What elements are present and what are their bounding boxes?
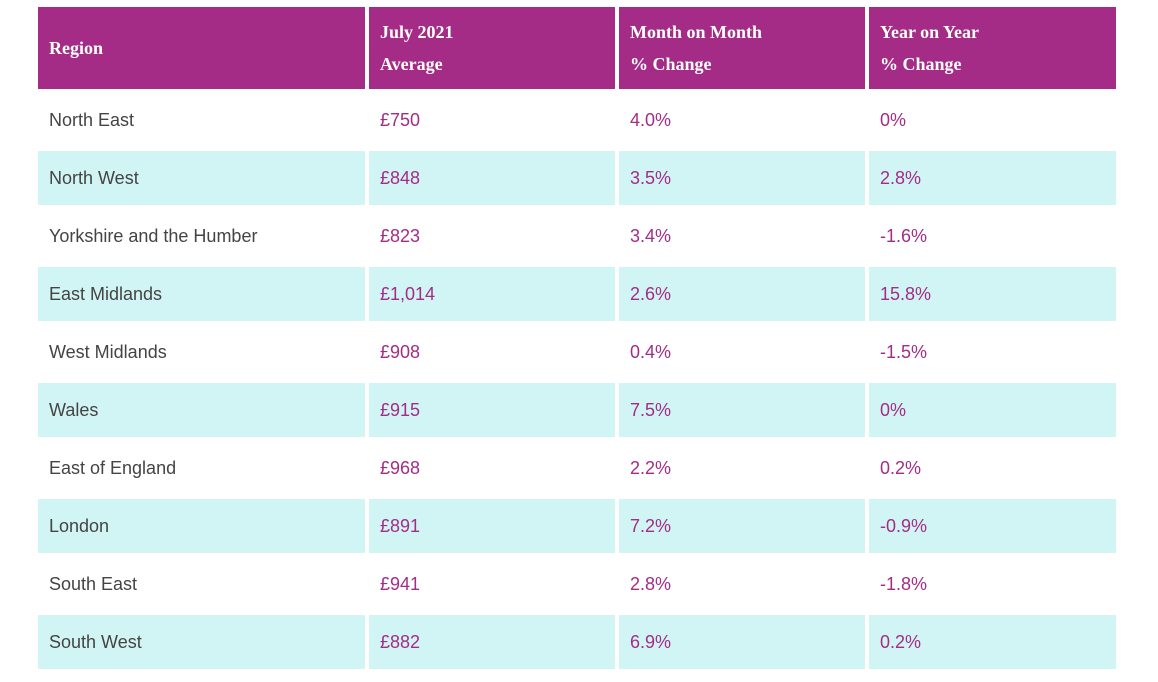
region-cell: South East: [38, 557, 365, 611]
table-row: Wales £915 7.5% 0%: [38, 383, 1116, 437]
table-row: North West £848 3.5% 2.8%: [38, 151, 1116, 205]
average-cell: £941: [369, 557, 615, 611]
table-row: South East £941 2.8% -1.8%: [38, 557, 1116, 611]
yoy-cell: -1.6%: [869, 209, 1116, 263]
mom-cell: 3.5%: [619, 151, 865, 205]
mom-cell: 0.4%: [619, 325, 865, 379]
header-region: Region: [38, 7, 365, 89]
header-month-on-month: Month on Month % Change: [619, 7, 865, 89]
average-cell: £848: [369, 151, 615, 205]
region-cell: East Midlands: [38, 267, 365, 321]
mom-cell: 2.8%: [619, 557, 865, 611]
yoy-cell: -0.9%: [869, 499, 1116, 553]
average-cell: £891: [369, 499, 615, 553]
yoy-cell: -1.5%: [869, 325, 1116, 379]
mom-cell: 4.0%: [619, 93, 865, 147]
mom-cell: 3.4%: [619, 209, 865, 263]
table-row: East of England £968 2.2% 0.2%: [38, 441, 1116, 495]
average-cell: £968: [369, 441, 615, 495]
table-row: West Midlands £908 0.4% -1.5%: [38, 325, 1116, 379]
mom-cell: 7.5%: [619, 383, 865, 437]
mom-cell: 7.2%: [619, 499, 865, 553]
yoy-cell: 0%: [869, 383, 1116, 437]
region-cell: East of England: [38, 441, 365, 495]
table-row: South West £882 6.9% 0.2%: [38, 615, 1116, 669]
region-cell: Yorkshire and the Humber: [38, 209, 365, 263]
yoy-cell: 2.8%: [869, 151, 1116, 205]
region-cell: Wales: [38, 383, 365, 437]
table-row: East Midlands £1,014 2.6% 15.8%: [38, 267, 1116, 321]
average-cell: £1,014: [369, 267, 615, 321]
regional-rent-table: Region July 2021 Average Month on Month …: [34, 3, 1120, 673]
table-header-row: Region July 2021 Average Month on Month …: [38, 7, 1116, 89]
average-cell: £915: [369, 383, 615, 437]
table-row: Yorkshire and the Humber £823 3.4% -1.6%: [38, 209, 1116, 263]
average-cell: £750: [369, 93, 615, 147]
yoy-cell: 15.8%: [869, 267, 1116, 321]
yoy-cell: 0%: [869, 93, 1116, 147]
yoy-cell: 0.2%: [869, 441, 1116, 495]
mom-cell: 2.2%: [619, 441, 865, 495]
rent-table-container: Region July 2021 Average Month on Month …: [38, 7, 1116, 669]
region-cell: West Midlands: [38, 325, 365, 379]
average-cell: £823: [369, 209, 615, 263]
mom-cell: 2.6%: [619, 267, 865, 321]
average-cell: £908: [369, 325, 615, 379]
table-row: North East £750 4.0% 0%: [38, 93, 1116, 147]
region-cell: South West: [38, 615, 365, 669]
header-year-on-year: Year on Year % Change: [869, 7, 1116, 89]
mom-cell: 6.9%: [619, 615, 865, 669]
region-cell: North East: [38, 93, 365, 147]
header-average: July 2021 Average: [369, 7, 615, 89]
table-row: London £891 7.2% -0.9%: [38, 499, 1116, 553]
yoy-cell: -1.8%: [869, 557, 1116, 611]
region-cell: North West: [38, 151, 365, 205]
region-cell: London: [38, 499, 365, 553]
yoy-cell: 0.2%: [869, 615, 1116, 669]
average-cell: £882: [369, 615, 615, 669]
